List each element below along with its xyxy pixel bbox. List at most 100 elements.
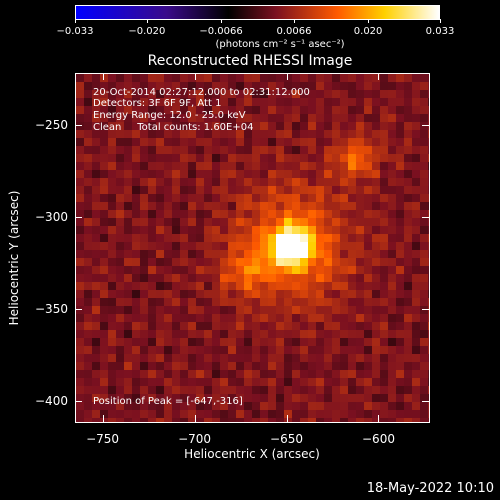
heatmap-cell — [412, 298, 421, 307]
heatmap-cell — [156, 322, 165, 331]
x-tick-label: −750 — [86, 432, 120, 446]
heatmap-cell — [388, 394, 397, 403]
heatmap-cell — [148, 362, 157, 371]
heatmap-cell — [180, 274, 189, 283]
heatmap-cell — [124, 178, 133, 187]
heatmap-cell — [364, 138, 373, 147]
heatmap-cell — [276, 74, 285, 83]
heatmap-cell — [428, 354, 429, 363]
heatmap-cell — [412, 170, 421, 179]
heatmap-cell — [108, 370, 117, 379]
heatmap-cell — [76, 402, 85, 411]
heatmap-cell — [148, 322, 157, 331]
heatmap-cell — [332, 402, 341, 411]
heatmap-cell — [116, 154, 125, 163]
heatmap-cell — [388, 106, 397, 115]
heatmap-cell — [124, 266, 133, 275]
heatmap-cell — [116, 290, 125, 299]
heatmap-cell — [284, 282, 293, 291]
heatmap-cell — [260, 154, 269, 163]
heatmap-cell — [220, 218, 229, 227]
heatmap-cell — [324, 202, 333, 211]
heatmap-cell — [308, 74, 317, 83]
heatmap-cell — [108, 186, 117, 195]
heatmap-cell — [228, 314, 237, 323]
heatmap-cell — [260, 354, 269, 363]
heatmap-cell — [244, 314, 253, 323]
heatmap-cell — [188, 410, 197, 419]
heatmap-cell — [340, 322, 349, 331]
y-tick-mark — [75, 216, 82, 218]
heatmap-cell — [420, 226, 429, 235]
heatmap-cell — [92, 402, 101, 411]
heatmap-cell — [108, 90, 117, 99]
heatmap-cell — [420, 410, 429, 419]
heatmap-cell — [76, 178, 85, 187]
heatmap-cell — [388, 282, 397, 291]
heatmap-cell — [324, 354, 333, 363]
heatmap-cell — [412, 218, 421, 227]
heatmap-cell — [140, 354, 149, 363]
heatmap-cell — [156, 106, 165, 115]
heatmap-cell — [204, 378, 213, 387]
heatmap-cell — [308, 410, 317, 419]
heatmap-cell — [324, 410, 333, 419]
heatmap-cell — [308, 282, 317, 291]
heatmap-cell — [212, 410, 221, 419]
heatmap-cell — [244, 394, 253, 403]
heatmap-cell — [212, 90, 221, 99]
heatmap-cell — [76, 138, 85, 147]
heatmap-cell — [388, 170, 397, 179]
heatmap-cell — [220, 98, 229, 107]
heatmap-cell — [148, 82, 157, 91]
heatmap-cell — [260, 346, 269, 355]
heatmap-cell — [244, 346, 253, 355]
heatmap-cell — [108, 234, 117, 243]
heatmap-cell — [204, 370, 213, 379]
heatmap-cell — [300, 186, 309, 195]
heatmap-cell — [276, 122, 285, 131]
colorbar-tick-mark — [440, 19, 441, 23]
heatmap-cell — [292, 274, 301, 283]
heatmap-cell — [244, 202, 253, 211]
heatmap-cell — [348, 74, 357, 83]
heatmap-cell — [260, 82, 269, 91]
heatmap-cell — [236, 274, 245, 283]
heatmap-cell — [172, 74, 181, 83]
heatmap-cell — [140, 266, 149, 275]
heatmap-cell — [100, 202, 109, 211]
heatmap-cell — [164, 362, 173, 371]
heatmap-cell — [148, 226, 157, 235]
y-tick-mark — [422, 124, 429, 126]
heatmap-cell — [156, 386, 165, 395]
heatmap-cell — [220, 354, 229, 363]
heatmap-cell — [260, 138, 269, 147]
heatmap-cell — [156, 186, 165, 195]
heatmap-cell — [324, 362, 333, 371]
heatmap-cell — [132, 346, 141, 355]
heatmap-cell — [164, 402, 173, 411]
heatmap-cell — [220, 178, 229, 187]
heatmap-cell — [348, 306, 357, 315]
heatmap-cell — [332, 234, 341, 243]
heatmap-cell — [252, 306, 261, 315]
heatmap-cell — [220, 146, 229, 155]
heatmap-cell — [236, 146, 245, 155]
heatmap-cell — [132, 330, 141, 339]
heatmap-cell — [348, 402, 357, 411]
heatmap-cell — [324, 250, 333, 259]
heatmap-cell — [420, 106, 429, 115]
heatmap-cell — [116, 138, 125, 147]
heatmap-cell — [212, 298, 221, 307]
heatmap-cell — [180, 98, 189, 107]
heatmap-cell — [284, 250, 293, 259]
heatmap-cell — [396, 114, 405, 123]
heatmap-cell — [412, 354, 421, 363]
heatmap-cell — [260, 98, 269, 107]
heatmap-cell — [332, 322, 341, 331]
heatmap-cell — [420, 138, 429, 147]
heatmap-cell — [372, 394, 381, 403]
heatmap-cell — [188, 154, 197, 163]
heatmap-cell — [100, 218, 109, 227]
heatmap-cell — [100, 330, 109, 339]
